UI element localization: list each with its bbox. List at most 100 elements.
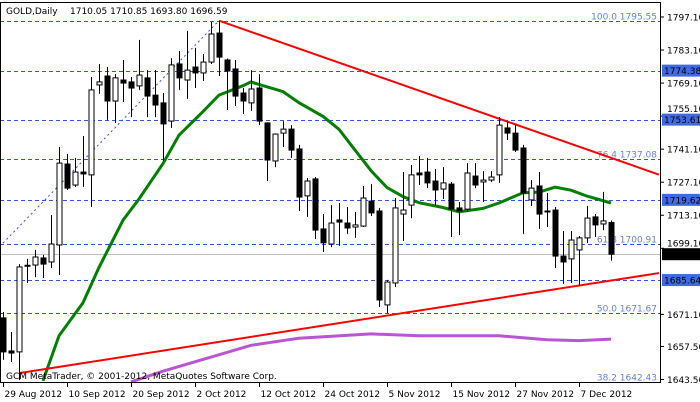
date-tick-label: 10 Sep 2012 (69, 390, 126, 400)
candle-bear (536, 185, 543, 215)
candle-bull (400, 209, 407, 215)
candle-bear (128, 81, 135, 89)
candle-bull (272, 133, 279, 162)
candle-bear (240, 92, 247, 102)
candle-bear (512, 132, 519, 151)
candle-bull (568, 239, 575, 260)
candle-bear (232, 68, 239, 97)
candle-bear (8, 350, 15, 354)
candle-bear (472, 175, 479, 186)
moving-average-slow (130, 332, 612, 384)
candle-bear (120, 79, 127, 84)
candle-bull (184, 69, 191, 81)
price-tick-label: 1797.10 (667, 14, 700, 24)
fib-level-label: 38.2 1642.43 (597, 374, 657, 384)
moving-average-fast (41, 80, 612, 382)
line-price-label: 1774.38 (664, 67, 700, 77)
candle-bear (456, 207, 463, 212)
candle-bull (360, 197, 367, 227)
date-tick-label: 7 Dec 2012 (581, 390, 633, 400)
price-tick-label: 1657.50 (667, 343, 700, 353)
price-axis[interactable]: 1797.10 1783.10 1769.10 1755.10 1741.10 1727.… (660, 14, 700, 386)
fib-anchor-line (2, 20, 220, 244)
fib-level-label: 50.0 1671.67 (597, 305, 657, 315)
date-tick-label: 27 Nov 2012 (517, 390, 575, 400)
line-price-label-bg (662, 193, 700, 206)
line-price-label: 1685.64 (664, 277, 700, 287)
candle-bull (136, 74, 143, 87)
candle-bull (24, 264, 31, 267)
bid-price-label: 1696.59 (664, 251, 700, 261)
candle-bull (248, 88, 255, 104)
fib-level-label: 61.8 1700.91 (597, 236, 657, 246)
candle-bull (600, 220, 607, 225)
candle-bull (496, 124, 503, 176)
candle-bear (552, 209, 559, 257)
price-tick-label: 1755.10 (667, 105, 700, 115)
candle-bear (192, 66, 199, 74)
candle-bear (608, 221, 615, 255)
price-tick-label: 1741.10 (667, 146, 700, 156)
candle-bull (464, 172, 471, 210)
candle-bear (592, 216, 599, 226)
candle-bear (256, 87, 263, 122)
fibonacci-labels: 100.0 1795.55 76.4 1737.08 61.8 1700.91 50.… (591, 13, 657, 384)
price-tick-label: 1643.50 (667, 376, 700, 386)
bid-price-label-bg (662, 248, 700, 261)
candle-bull (112, 77, 119, 102)
candle-bull (584, 217, 591, 239)
price-tick-label: 1699.10 (667, 240, 700, 250)
candles (0, 20, 615, 380)
candle-bear (104, 75, 111, 102)
time-axis[interactable]: 29 Aug 2012 10 Sep 2012 20 Sep 2012 2 Oct 2… (3, 383, 633, 400)
candle-bear (144, 77, 151, 97)
date-tick-label: 12 Oct 2012 (261, 390, 317, 400)
indicator-lines (18, 19, 660, 384)
candle-bear (336, 219, 343, 223)
candle-bear (152, 94, 159, 106)
candle-bull (208, 33, 215, 63)
candle-bull (408, 174, 415, 206)
candle-bear (224, 59, 231, 72)
candle-bear (416, 172, 423, 176)
candle-bull (32, 256, 39, 266)
candle-bull (440, 182, 447, 190)
line-price-label: 1719.62 (664, 196, 700, 206)
candle-bear (40, 257, 47, 265)
line-price-label-bg (662, 64, 700, 77)
line-price-label: 1753.61 (664, 116, 700, 126)
price-tick-label: 1671.10 (667, 311, 700, 321)
candle-bull (72, 171, 79, 186)
date-tick-label: 24 Oct 2012 (325, 390, 381, 400)
trendline (218, 19, 660, 176)
candle-bear (216, 32, 223, 58)
candle-bull (304, 180, 311, 197)
candle-bear (520, 147, 527, 194)
price-tick-label: 1713.10 (667, 212, 700, 222)
date-tick-label: 29 Aug 2012 (5, 390, 63, 400)
plot-border (0, 2, 661, 383)
candle-bull (392, 207, 399, 284)
candle-bull (280, 128, 287, 134)
candle-bull (480, 179, 487, 183)
candle-bear (160, 102, 167, 125)
price-tick-label: 1769.10 (667, 80, 700, 90)
candle-bull (48, 243, 55, 263)
candle-bear (368, 200, 375, 214)
candle-bear (344, 222, 351, 229)
candle-bear (424, 171, 431, 184)
candle-bear (504, 127, 511, 134)
candle-bear (312, 178, 319, 231)
candle-bear (376, 210, 383, 301)
symbol-timeframe: GOLD,Daily (6, 7, 58, 17)
candle-bear (296, 148, 303, 198)
candle-bear (64, 163, 71, 189)
candle-bear (432, 180, 439, 191)
date-tick-label: 5 Nov 2012 (389, 390, 441, 400)
candle-bull (88, 89, 95, 176)
candle-bull (528, 187, 535, 201)
candle-bear (320, 228, 327, 244)
date-tick-label: 2 Oct 2012 (197, 390, 247, 400)
candle-bull (352, 224, 359, 228)
